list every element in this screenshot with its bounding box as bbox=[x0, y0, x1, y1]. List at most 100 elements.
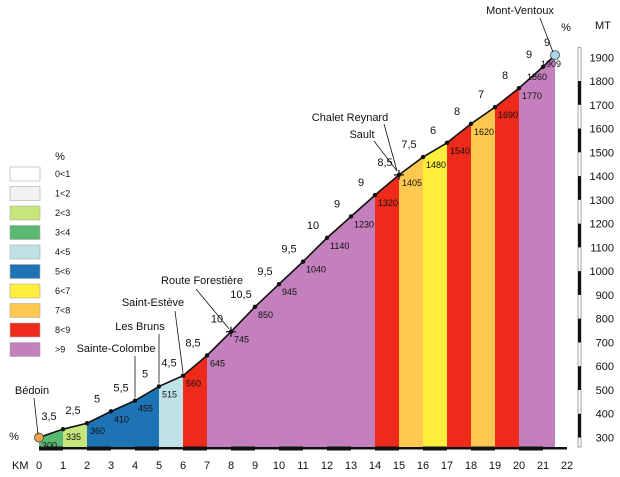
right-scale-seg-500 bbox=[578, 366, 581, 390]
legend-label-6: 6<7 bbox=[55, 286, 70, 296]
grade-label-9: 9,5 bbox=[257, 266, 272, 278]
profile-point-21 bbox=[540, 64, 546, 69]
right-scale-seg-700 bbox=[578, 318, 581, 343]
profile-point-20 bbox=[516, 85, 522, 91]
point-altitude-label-13: 1230 bbox=[354, 219, 374, 229]
place-label-mont-ventoux: Mont-Ventoux bbox=[486, 5, 554, 17]
place-label-b-doin-marker bbox=[34, 432, 44, 443]
segment-fill-1 bbox=[63, 423, 87, 447]
segment-fill-6 bbox=[183, 355, 207, 447]
y-tick-label-1900: 1900 bbox=[590, 52, 614, 64]
x-axis-bar-20 bbox=[519, 446, 543, 451]
legend: % 0<1 1<2 2<3 3<4 4<5 5<6 6<7 7<8 8<9 >9 bbox=[9, 151, 70, 357]
x-tick-label-14: 14 bbox=[369, 460, 381, 472]
grade-label-6: 8,5 bbox=[185, 338, 200, 350]
profile-point-19 bbox=[492, 104, 498, 110]
x-tick-label-17: 17 bbox=[441, 460, 453, 472]
profile-point-12 bbox=[324, 235, 330, 241]
segment-fill-13 bbox=[351, 195, 375, 447]
place-label-sault: Sault bbox=[349, 129, 374, 141]
point-altitude-label-6: 560 bbox=[186, 379, 201, 389]
point-altitude-label-20: 1770 bbox=[522, 91, 542, 101]
grade-unit-label-bottom: % bbox=[9, 431, 19, 443]
legend-swatch-0 bbox=[9, 166, 41, 182]
x-tick-label-13: 13 bbox=[345, 460, 357, 472]
x-tick-label-16: 16 bbox=[417, 460, 429, 472]
grade-label-1: 2,5 bbox=[65, 405, 80, 417]
profile-point-14 bbox=[372, 192, 378, 198]
point-altitude-label-19: 1690 bbox=[498, 110, 518, 120]
point-altitude-label-10: 945 bbox=[282, 287, 297, 297]
y-tick-label-1700: 1700 bbox=[590, 100, 614, 112]
profile-point-6 bbox=[180, 373, 186, 378]
profile-point-10 bbox=[276, 282, 282, 287]
y-tick-label-400: 400 bbox=[596, 409, 614, 421]
x-tick-label-19: 19 bbox=[489, 460, 501, 472]
point-altitude-label-4: 455 bbox=[138, 404, 153, 414]
x-tick-label-22: 22 bbox=[561, 460, 573, 472]
segment-fill-14 bbox=[375, 174, 399, 448]
segment-fill-16 bbox=[423, 142, 447, 447]
legend-label-2: 2<3 bbox=[55, 208, 70, 218]
y-tick-label-1600: 1600 bbox=[590, 124, 614, 136]
legend-title: % bbox=[55, 151, 65, 163]
legend-swatch-8 bbox=[9, 322, 41, 338]
x-tick-label-3: 3 bbox=[108, 460, 114, 472]
profile-point-16 bbox=[420, 154, 426, 160]
right-scale-seg-1300 bbox=[578, 176, 581, 200]
segment-fill-9 bbox=[255, 284, 279, 447]
y-axis-title: MT bbox=[595, 20, 611, 32]
y-tick-label-1000: 1000 bbox=[590, 266, 614, 278]
point-altitude-label-0: 300 bbox=[42, 440, 57, 450]
profile-point-17 bbox=[444, 140, 450, 146]
segment-fill-7 bbox=[207, 331, 231, 447]
y-tick-label-1800: 1800 bbox=[590, 76, 614, 88]
x-axis-bar-0 bbox=[39, 446, 63, 451]
point-altitude-label-8: 745 bbox=[234, 335, 249, 345]
x-axis-bar-12 bbox=[327, 446, 351, 451]
grade-label-5: 4,5 bbox=[161, 358, 176, 370]
segment-fill-10 bbox=[279, 261, 303, 447]
grade-label-19: 8 bbox=[502, 70, 508, 82]
point-altitude-label-21: 1860 bbox=[527, 72, 547, 82]
segment-fill-17 bbox=[447, 123, 471, 448]
y-tick-label-900: 900 bbox=[596, 290, 614, 302]
grade-label-17: 8 bbox=[454, 106, 460, 118]
point-altitude-label-9: 850 bbox=[258, 310, 273, 320]
segment-fill-5 bbox=[159, 375, 183, 447]
segment-fill-0 bbox=[39, 429, 63, 447]
segment-fill-8 bbox=[231, 306, 255, 447]
y-tick-label-300: 300 bbox=[596, 432, 614, 444]
point-altitude-label-2: 360 bbox=[90, 426, 105, 436]
segment-fill-18 bbox=[471, 107, 495, 447]
x-tick-label-4: 4 bbox=[132, 460, 138, 472]
labels: 300 335 360 410 455 515 560 645 745 850 945 1040 114… bbox=[15, 5, 561, 450]
segment-fill-20 bbox=[519, 66, 543, 447]
x-tick-label-20: 20 bbox=[513, 460, 525, 472]
y-tick-label-800: 800 bbox=[596, 314, 614, 326]
segment-fills bbox=[39, 55, 555, 448]
legend-swatch-1 bbox=[9, 186, 41, 201]
x-tick-label-5: 5 bbox=[156, 460, 162, 472]
point-altitude-label-7: 645 bbox=[210, 359, 225, 369]
profile-point-5 bbox=[156, 384, 162, 389]
legend-swatch-4 bbox=[9, 244, 41, 260]
y-tick-label-600: 600 bbox=[596, 361, 614, 373]
x-tick-label-1: 1 bbox=[60, 460, 66, 472]
x-axis-bar-16 bbox=[423, 446, 447, 451]
leader-sault bbox=[373, 140, 398, 172]
grade-label-16: 6 bbox=[430, 125, 436, 137]
leader-saint-esteve bbox=[174, 310, 184, 373]
profile-point-13 bbox=[348, 214, 354, 219]
leader-chalet-reynard bbox=[383, 123, 398, 172]
point-altitude-label-5: 515 bbox=[162, 389, 177, 399]
legend-label-7: 7<8 bbox=[55, 306, 70, 316]
grade-label-11: 10 bbox=[307, 220, 319, 232]
legend-label-8: 8<9 bbox=[55, 325, 70, 335]
x-axis-title: KM bbox=[12, 460, 29, 472]
place-label-saint-est-ve: Saint-Estève bbox=[122, 297, 184, 309]
x-axis-bar-4 bbox=[135, 446, 159, 451]
right-scale-seg-1100 bbox=[578, 223, 581, 248]
